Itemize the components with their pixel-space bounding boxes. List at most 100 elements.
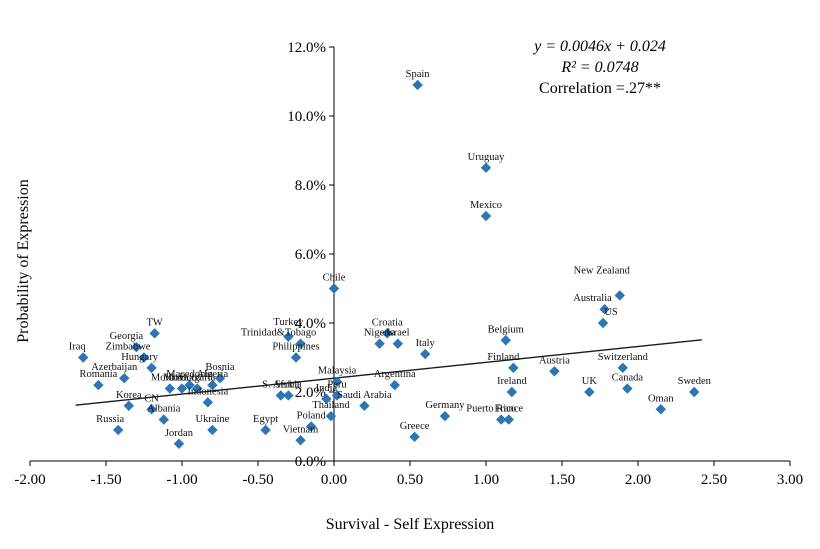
data-point bbox=[93, 379, 104, 391]
point-label: Morocco bbox=[163, 373, 201, 384]
point-label: Puerto Rico bbox=[466, 404, 516, 415]
data-point bbox=[146, 362, 157, 374]
data-point bbox=[420, 348, 431, 360]
point-label: Zimbabwe bbox=[106, 342, 151, 353]
data-point bbox=[260, 424, 271, 436]
correlation-value: Correlation =.27** bbox=[539, 80, 661, 97]
point-label: Algeria bbox=[197, 369, 229, 380]
point-label: Trinidad&Tobago bbox=[241, 328, 316, 339]
point-label: Bosnia bbox=[205, 362, 235, 373]
y-tick-label: 0.0% bbox=[295, 454, 326, 470]
data-point bbox=[439, 410, 451, 422]
y-tick-label: 8.0% bbox=[295, 178, 326, 194]
point-label: Azerbaijan bbox=[91, 362, 138, 373]
data-point bbox=[597, 317, 609, 329]
point-label: Chile bbox=[323, 273, 346, 284]
data-point bbox=[78, 352, 89, 363]
point-label: Nigeria bbox=[364, 328, 396, 339]
point-label: Greece bbox=[400, 421, 430, 432]
point-label: S. Africa bbox=[262, 379, 300, 390]
point-label: Egypt bbox=[253, 414, 278, 425]
point-label: Oman bbox=[648, 393, 674, 404]
point-label: Jordan bbox=[165, 428, 194, 439]
data-point bbox=[306, 421, 317, 432]
data-point bbox=[409, 431, 420, 443]
regression-annotation: y = 0.0046x + 0.024 R² = 0.0748 Correlat… bbox=[470, 36, 730, 99]
data-point bbox=[192, 383, 203, 394]
data-point bbox=[176, 383, 188, 394]
data-point bbox=[655, 404, 666, 415]
point-label: Saudi Arabia bbox=[337, 390, 392, 401]
point-label: Argentina bbox=[374, 369, 416, 380]
data-point bbox=[173, 438, 185, 449]
point-label: Mexico bbox=[470, 200, 502, 211]
data-point bbox=[164, 383, 176, 394]
y-tick-label: 4.0% bbox=[295, 316, 326, 332]
data-point bbox=[184, 379, 195, 391]
point-label: Croatia bbox=[372, 317, 403, 328]
point-label: CN bbox=[144, 393, 159, 404]
point-label: Spain bbox=[406, 69, 431, 80]
data-point bbox=[382, 328, 393, 339]
data-point bbox=[689, 386, 700, 398]
y-tick-label: 6.0% bbox=[295, 247, 326, 263]
x-tick-label: 1.00 bbox=[473, 472, 499, 488]
point-label: Albania bbox=[147, 404, 181, 415]
data-point bbox=[290, 352, 302, 363]
data-point bbox=[325, 410, 337, 422]
point-label: Philippines bbox=[272, 342, 319, 353]
data-point bbox=[496, 414, 507, 425]
data-point bbox=[622, 383, 633, 394]
point-label: Malaysia bbox=[318, 366, 357, 377]
data-point bbox=[599, 304, 610, 315]
data-point bbox=[392, 338, 404, 349]
data-point bbox=[389, 379, 400, 391]
data-point bbox=[584, 386, 595, 398]
point-label: Turkey bbox=[273, 317, 304, 328]
point-label: Hungary bbox=[121, 352, 158, 363]
data-point bbox=[149, 328, 160, 339]
data-point bbox=[480, 162, 492, 173]
point-label: France bbox=[495, 404, 524, 415]
point-label: US bbox=[604, 307, 618, 318]
data-point bbox=[412, 79, 423, 91]
data-point bbox=[202, 397, 214, 408]
data-point bbox=[123, 400, 134, 411]
data-point bbox=[158, 414, 169, 425]
point-label: Australia bbox=[573, 293, 612, 304]
y-tick-label: 12.0% bbox=[287, 40, 326, 56]
trend-line bbox=[75, 339, 702, 406]
point-label: Ireland bbox=[497, 376, 527, 387]
point-label: Poland bbox=[297, 411, 327, 422]
r-squared-value: R² = 0.0748 bbox=[561, 59, 639, 76]
point-label: UK bbox=[582, 376, 598, 387]
data-point bbox=[214, 373, 226, 384]
point-label: Serbia bbox=[275, 379, 302, 390]
point-label: Ukraine bbox=[195, 414, 229, 425]
x-tick-label: 2.00 bbox=[625, 472, 651, 488]
data-point bbox=[549, 366, 560, 377]
x-tick-label: 0.00 bbox=[321, 472, 347, 488]
data-point bbox=[275, 390, 286, 401]
data-point bbox=[131, 341, 142, 353]
point-label: Germany bbox=[425, 400, 465, 411]
data-point bbox=[503, 414, 514, 425]
point-label: Moldova bbox=[151, 373, 189, 384]
data-point bbox=[331, 376, 343, 387]
data-point bbox=[508, 362, 519, 374]
point-label: Canada bbox=[612, 373, 644, 384]
point-label: Italy bbox=[416, 338, 436, 349]
point-label: Macedonia bbox=[166, 369, 213, 380]
data-point bbox=[331, 390, 343, 401]
point-label: Uruguay bbox=[468, 152, 505, 163]
y-axis-title: Probability of Expression bbox=[15, 179, 32, 343]
data-point bbox=[295, 435, 306, 446]
data-point bbox=[295, 338, 306, 349]
data-point bbox=[138, 352, 150, 363]
point-label: Indonesia bbox=[187, 386, 228, 397]
data-point bbox=[119, 373, 130, 384]
point-label: Bulgaria bbox=[179, 373, 215, 384]
point-label: Thailand bbox=[312, 400, 350, 411]
